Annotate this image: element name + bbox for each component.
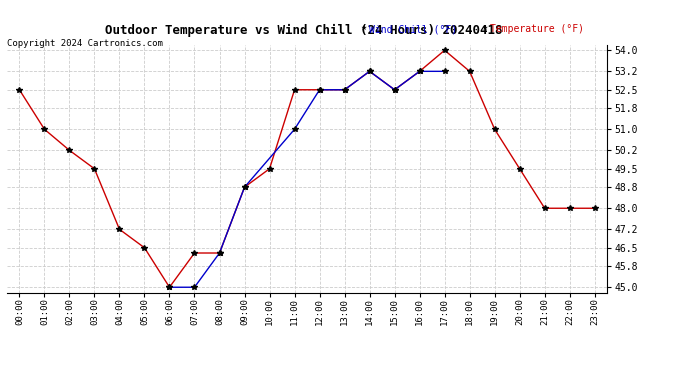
Text: Temperature (°F): Temperature (°F) — [490, 24, 584, 34]
Text: Copyright 2024 Cartronics.com: Copyright 2024 Cartronics.com — [7, 39, 163, 48]
Text: Outdoor Temperature vs Wind Chill (24 Hours) 20240418: Outdoor Temperature vs Wind Chill (24 Ho… — [105, 24, 502, 38]
Text: ★: ★ — [481, 25, 488, 31]
Text: Wind Chill (°F): Wind Chill (°F) — [369, 24, 457, 34]
Text: ★: ★ — [360, 25, 367, 31]
